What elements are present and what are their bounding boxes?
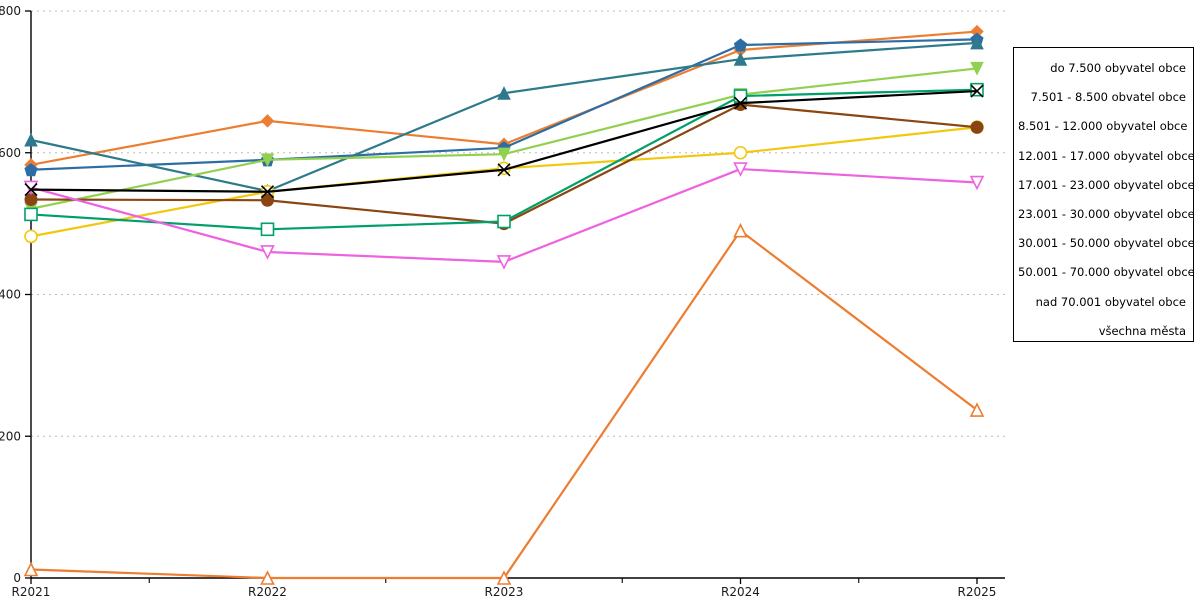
legend-item[interactable]: do 7.500 obyvatel obce [1050,61,1186,75]
y-tick-label: 800 [0,4,21,18]
data-point-marker [733,52,748,66]
series-7 [24,82,984,237]
data-point-marker [970,61,984,76]
x-tick-label: R2021 [12,585,51,599]
legend-item[interactable]: 7.501 - 8.500 obvatel obce [1030,90,1186,105]
legend-item[interactable]: 23.001 - 30.000 obyvatel obce [1018,206,1195,221]
data-point-marker [970,82,984,97]
data-point-marker [260,185,275,199]
data-point-marker [733,222,748,238]
data-point-marker [24,132,38,147]
legend-item[interactable]: 12.001 - 17.000 obyvatel obce [1018,148,1195,163]
legend-item[interactable]: 17.001 - 23.000 obyvatel obce [1018,177,1195,192]
data-point-marker [970,84,984,98]
data-point-marker [733,96,748,110]
data-point-marker [969,402,985,417]
line-chart-svg: 0 200 400 600 800 R2021 R2022 R2023 R2024 R2025 [0,4,1005,599]
x-tick-label: R2024 [721,585,760,599]
data-point-marker [24,193,38,207]
data-point-marker [497,163,511,177]
x-axis-ticks: R2021 R2022 R2023 R2024 R2025 [12,578,997,599]
y-tick-label: 200 [0,429,21,443]
data-point-marker [497,147,511,162]
y-tick-label: 400 [0,288,21,302]
data-point-marker [260,222,275,237]
y-axis-ticks: 0 200 400 600 800 [0,4,31,585]
y-tick-label: 0 [13,571,21,585]
data-point-marker [969,175,985,191]
data-point-marker [733,89,748,103]
data-point-marker [261,193,274,207]
series-0 [23,222,985,585]
series-9 [24,84,984,199]
data-point-marker [24,163,38,177]
legend-item[interactable]: nad 70.001 obyvatel obce [1035,294,1186,309]
data-point-marker [24,229,38,244]
data-point-marker [260,153,275,167]
gridlines [31,10,1005,437]
legend-item[interactable]: 30.001 - 50.000 obyvatel obce [1018,236,1195,251]
x-tick-label: R2023 [485,585,524,599]
series-line [29,229,979,580]
data-point-marker [497,214,511,229]
data-point-marker [23,561,39,577]
data-point-marker [24,207,38,222]
data-point-marker [260,570,275,585]
data-point-marker [970,35,984,50]
data-point-marker [24,183,38,197]
line-chart-plot-area: 0 200 400 600 800 R2021 R2022 R2023 R2024 R2025 [0,4,1005,599]
legend-box: do 7.500 obyvatel obce 7.501 - 8.500 obva… [1013,47,1195,342]
data-point-marker [733,145,748,160]
data-point-marker [970,120,984,134]
legend-item[interactable]: 50.001 - 70.000 obyvatel obce [1018,265,1195,280]
legend-item[interactable]: 8.501 - 12.000 obyvatel obce [1018,119,1188,134]
data-point-marker [733,38,748,52]
legend-item[interactable]: všechna města [1098,323,1186,338]
x-tick-label: R2025 [958,585,997,599]
series-layer [23,24,985,585]
y-tick-label: 600 [0,146,21,160]
legend-list: do 7.500 obyvatel obce 7.501 - 8.500 obva… [1018,54,1195,346]
x-tick-label: R2022 [248,585,287,599]
data-point-marker [496,570,512,585]
data-point-marker [260,245,275,260]
data-point-marker [496,255,512,270]
data-point-marker [733,162,748,177]
data-point-marker [260,114,275,128]
data-point-marker [497,86,511,100]
data-point-marker [23,180,39,196]
